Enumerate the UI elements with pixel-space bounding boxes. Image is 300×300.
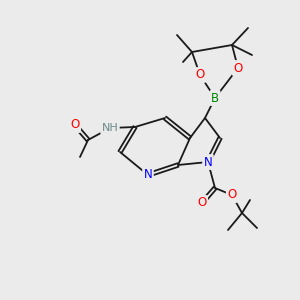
Text: N: N — [204, 155, 212, 169]
Text: O: O — [70, 118, 80, 131]
Text: O: O — [233, 61, 243, 74]
Text: N: N — [144, 169, 152, 182]
Text: O: O — [197, 196, 207, 209]
Text: O: O — [227, 188, 237, 202]
Text: NH: NH — [102, 123, 118, 133]
Text: O: O — [195, 68, 205, 82]
Text: B: B — [211, 92, 219, 104]
